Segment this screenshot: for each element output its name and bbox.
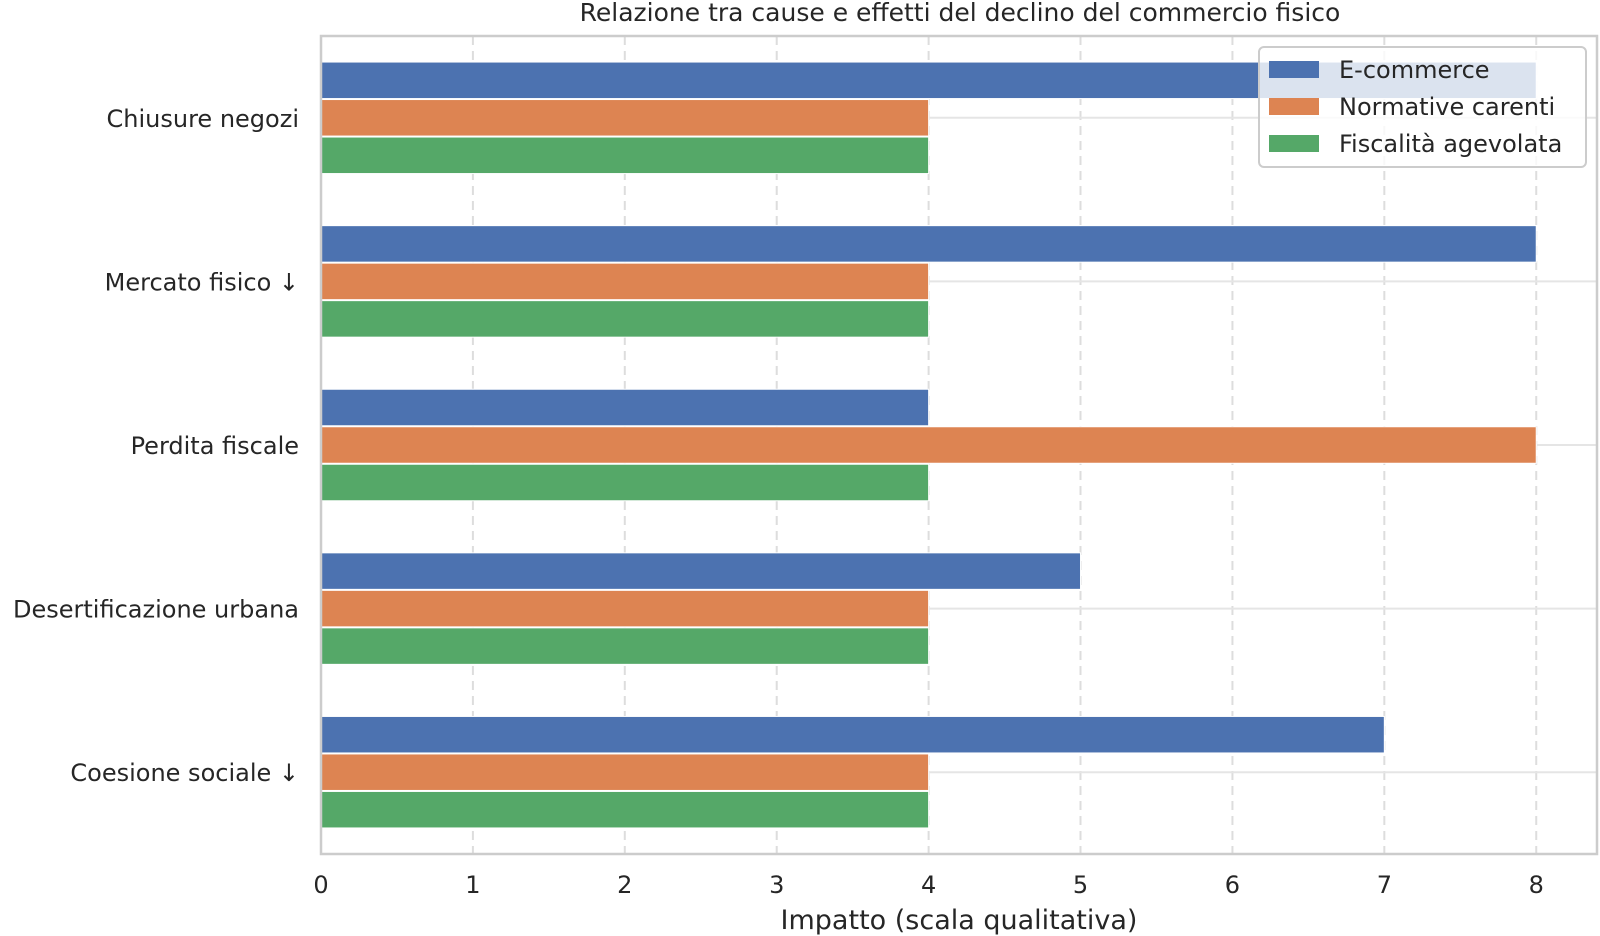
bar xyxy=(320,715,1385,754)
x-tick-label: 0 xyxy=(313,871,328,899)
bar xyxy=(320,388,930,427)
bar xyxy=(320,589,930,628)
y-category-labels: Chiusure negozi Mercato fisico ↓ Perdita f… xyxy=(13,105,299,787)
x-tick-label: 8 xyxy=(1529,871,1544,899)
bar xyxy=(320,552,1082,590)
bar xyxy=(320,463,930,502)
legend-label: Normative carenti xyxy=(1339,93,1555,121)
legend-swatch xyxy=(1269,98,1319,115)
x-tick-label: 2 xyxy=(617,871,632,899)
legend: E-commerce Normative carenti Fiscalità age… xyxy=(1258,46,1587,168)
bar xyxy=(320,300,930,338)
x-axis-label: Impatto (scala qualitativa) xyxy=(781,905,1138,936)
x-tick-label: 4 xyxy=(921,871,936,899)
bar xyxy=(320,426,1537,464)
legend-label: Fiscalità agevolata xyxy=(1339,130,1562,158)
bar xyxy=(320,790,930,829)
x-tick-label: 1 xyxy=(465,871,480,899)
y-category-label: Mercato fisico ↓ xyxy=(105,268,299,296)
y-category-label: Chiusure negozi xyxy=(107,105,299,133)
x-tick-label: 3 xyxy=(769,871,784,899)
y-category-label: Coesione sociale ↓ xyxy=(70,759,299,787)
chart-title: Relazione tra cause e effetti del declin… xyxy=(580,0,1341,27)
x-tick-label: 7 xyxy=(1377,871,1392,899)
x-tick-label: 6 xyxy=(1225,871,1240,899)
y-category-label: Perdita fiscale xyxy=(131,432,299,460)
legend-label: E-commerce xyxy=(1339,56,1490,84)
bar xyxy=(320,225,1537,263)
bar xyxy=(320,627,930,665)
legend-box xyxy=(1258,46,1587,168)
bar xyxy=(320,753,930,791)
x-tick-label: 5 xyxy=(1073,871,1088,899)
plot-frame xyxy=(319,34,1599,856)
legend-swatch xyxy=(1269,61,1319,78)
y-category-label: Desertificazione urbana xyxy=(13,596,299,624)
bar xyxy=(320,262,930,301)
x-tick-labels: 0 1 2 3 4 5 6 7 8 xyxy=(313,871,1544,899)
bars xyxy=(320,61,1537,829)
bar xyxy=(320,136,930,175)
bar xyxy=(320,99,930,137)
legend-swatch xyxy=(1269,135,1319,152)
